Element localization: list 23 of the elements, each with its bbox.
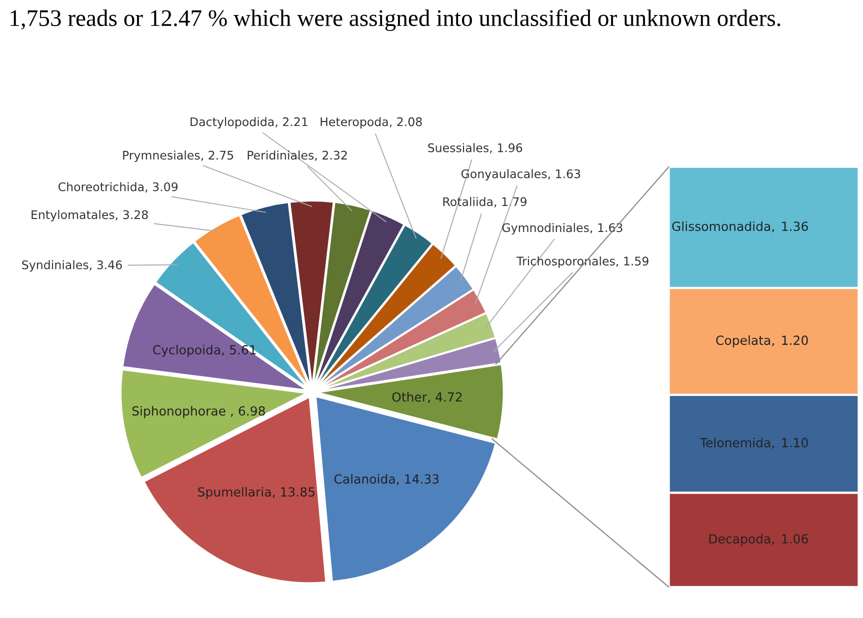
data-label: 1.10 [782,438,808,448]
slice-label: Peridiniales, 2.32 [248,150,347,161]
slice-label: Entylomatales, 3.28 [32,210,148,222]
slice-label: Gonyaulacales, 1.63 [461,169,580,181]
slice-label: Choreotrichida, 3.09 [58,182,178,192]
series-label: Glissomonadida, [672,221,774,232]
data-label: 1.06 [782,534,808,544]
slice-label: Other, 4.72 [392,392,462,403]
slice-label: Dactylopodida, 2.21 [190,117,308,129]
slice-label: Suessiales, 1.96 [428,143,522,154]
slice-label: Rotaliida, 1.79 [443,196,526,208]
data-label: 1.36 [782,222,808,232]
slice-label: Calanoida, 14.33 [334,474,439,485]
series-label: Copelata, [716,335,774,348]
series-label: Telonemida, [700,438,774,449]
slice-label: Heteropoda, 2.08 [320,117,422,129]
slice-label: Spumellaria, 13.85 [198,486,314,500]
series-label: Decapoda, [709,534,774,546]
slice-label: Prymnesiales, 2.75 [123,150,234,162]
slice-label: Syndiniales, 3.46 [22,260,122,272]
text: 1,753 reads or 12.47 % which were assigned into unclassified or unknown orders. [10,9,780,31]
data-label: 1.20 [782,336,808,345]
slice-label: Siphonophorae , 6.98 [132,406,265,418]
